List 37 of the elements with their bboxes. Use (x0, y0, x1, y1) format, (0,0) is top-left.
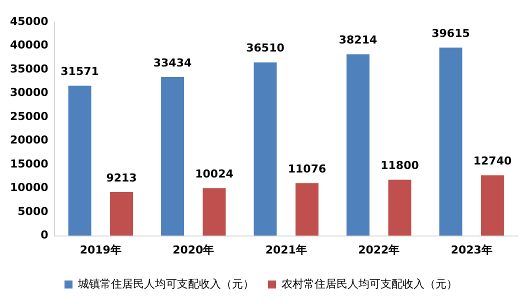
x-tick-label: 2020年 (172, 243, 214, 256)
y-tick-label: 45000 (10, 14, 49, 28)
data-label: 39615 (432, 26, 470, 40)
bar (439, 48, 462, 236)
y-tick-label: 15000 (10, 157, 49, 170)
bar (202, 188, 226, 236)
bar (254, 62, 277, 236)
bar (110, 192, 133, 236)
data-label: 31571 (60, 65, 99, 78)
y-tick-label: 35000 (10, 62, 49, 76)
data-label: 10024 (195, 168, 234, 181)
y-tick-label: 40000 (10, 38, 49, 52)
y-tick-label: 25000 (10, 110, 49, 123)
bar (481, 175, 504, 236)
bar (161, 76, 184, 236)
data-label: 36510 (246, 42, 285, 55)
y-tick-label: 5000 (18, 204, 49, 218)
y-tick-label: 10000 (10, 181, 49, 194)
x-tick-label: 2021年 (265, 243, 307, 256)
data-label: 33434 (153, 56, 192, 70)
data-label: 9213 (106, 171, 137, 184)
data-label: 38214 (338, 34, 378, 47)
x-tick-label: 2019年 (80, 243, 122, 256)
bar (296, 183, 318, 236)
y-tick-label: 0 (40, 228, 49, 242)
data-label: 12740 (473, 154, 512, 168)
x-tick-label: 2023年 (450, 243, 492, 256)
data-label: 11076 (288, 162, 326, 176)
y-tick-label: 30000 (10, 86, 49, 100)
x-tick-label: 2022年 (358, 243, 400, 256)
data-label: 11800 (380, 159, 420, 172)
legend-label: 城镇常住居民人均可支配收入（元） (77, 277, 254, 290)
bar (68, 86, 92, 236)
bar (388, 180, 412, 236)
legend-label: 农村常住居民人均可支配收入（元） (282, 277, 458, 290)
y-tick-label: 20000 (10, 134, 49, 147)
bar (346, 54, 370, 236)
